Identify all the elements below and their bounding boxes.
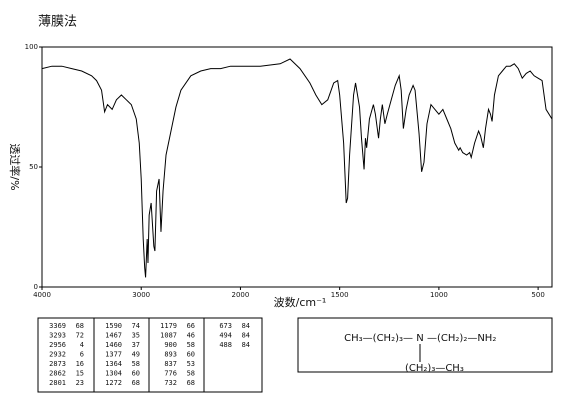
peak-wavenumber: 1087 — [160, 332, 177, 340]
peak-transmittance: 46 — [187, 332, 195, 340]
peak-wavenumber: 732 — [164, 379, 177, 387]
x-tick-label: 1500 — [331, 291, 349, 299]
peak-wavenumber: 1377 — [105, 351, 122, 359]
x-axis-label: 波数/cm⁻¹ — [274, 296, 327, 309]
peak-wavenumber: 673 — [219, 322, 232, 330]
y-tick-label: 50 — [29, 163, 38, 171]
x-tick-label: 4000 — [33, 291, 51, 299]
peak-transmittance: 58 — [187, 370, 195, 378]
peak-wavenumber: 1467 — [105, 332, 122, 340]
peak-transmittance: 49 — [132, 351, 140, 359]
peak-transmittance: 84 — [242, 322, 250, 330]
peak-transmittance: 68 — [76, 322, 84, 330]
y-tick-label: 0 — [34, 283, 38, 291]
peak-transmittance: 68 — [187, 379, 195, 387]
peak-wavenumber: 488 — [219, 341, 232, 349]
peak-transmittance: 84 — [242, 341, 250, 349]
peak-transmittance: 74 — [132, 322, 140, 330]
structure-right: —(CH₂)₂—NH₂ — [427, 333, 496, 344]
x-tick-label: 1000 — [430, 291, 448, 299]
peak-transmittance: 35 — [132, 332, 140, 340]
peak-wavenumber: 2956 — [49, 341, 66, 349]
peak-wavenumber: 3369 — [49, 322, 66, 330]
plot-frame — [41, 46, 553, 288]
structure-left: CH₃—(CH₂)₃— — [344, 333, 413, 344]
peak-transmittance: 15 — [76, 370, 84, 378]
peak-wavenumber: 1364 — [105, 360, 122, 368]
peak-wavenumber: 1460 — [105, 341, 122, 349]
y-axis-label: 透过率/% — [8, 143, 22, 190]
page-title: 薄膜法 — [38, 15, 77, 30]
peak-transmittance: 60 — [132, 370, 140, 378]
peak-wavenumber: 2932 — [49, 351, 66, 359]
peak-transmittance: 4 — [80, 341, 84, 349]
peak-transmittance: 23 — [76, 379, 84, 387]
peak-wavenumber: 1590 — [105, 322, 122, 330]
peak-transmittance: 60 — [187, 351, 195, 359]
peak-wavenumber: 1179 — [160, 322, 177, 330]
x-tick-label: 2000 — [232, 291, 250, 299]
peak-wavenumber: 900 — [164, 341, 177, 349]
peak-wavenumber: 494 — [219, 332, 232, 340]
peak-transmittance: 58 — [187, 341, 195, 349]
peak-transmittance: 37 — [132, 341, 140, 349]
peak-transmittance: 53 — [187, 360, 195, 368]
spectrum-line — [41, 58, 553, 278]
peak-transmittance: 6 — [80, 351, 84, 359]
peak-transmittance: 72 — [76, 332, 84, 340]
structure-n: N — [416, 333, 423, 344]
peak-wavenumber: 2873 — [49, 360, 66, 368]
peak-table-frame — [37, 317, 263, 393]
peak-wavenumber: 776 — [164, 370, 177, 378]
y-tick-label: 100 — [25, 43, 38, 51]
peak-transmittance: 58 — [132, 360, 140, 368]
structure-frame — [297, 317, 553, 373]
peak-transmittance: 16 — [76, 360, 84, 368]
peak-wavenumber: 2862 — [49, 370, 66, 378]
x-tick-label: 500 — [531, 291, 544, 299]
peak-wavenumber: 1304 — [105, 370, 122, 378]
peak-wavenumber: 2801 — [49, 379, 66, 387]
peak-wavenumber: 1272 — [105, 379, 122, 387]
peak-transmittance: 68 — [132, 379, 140, 387]
peak-transmittance: 66 — [187, 322, 195, 330]
x-tick-label: 3000 — [132, 291, 150, 299]
peak-transmittance: 84 — [242, 332, 250, 340]
peak-wavenumber: 893 — [164, 351, 177, 359]
peak-wavenumber: 3293 — [49, 332, 66, 340]
peak-wavenumber: 837 — [164, 360, 177, 368]
structure-branch: (CH₂)₃—CH₃ — [405, 363, 464, 374]
